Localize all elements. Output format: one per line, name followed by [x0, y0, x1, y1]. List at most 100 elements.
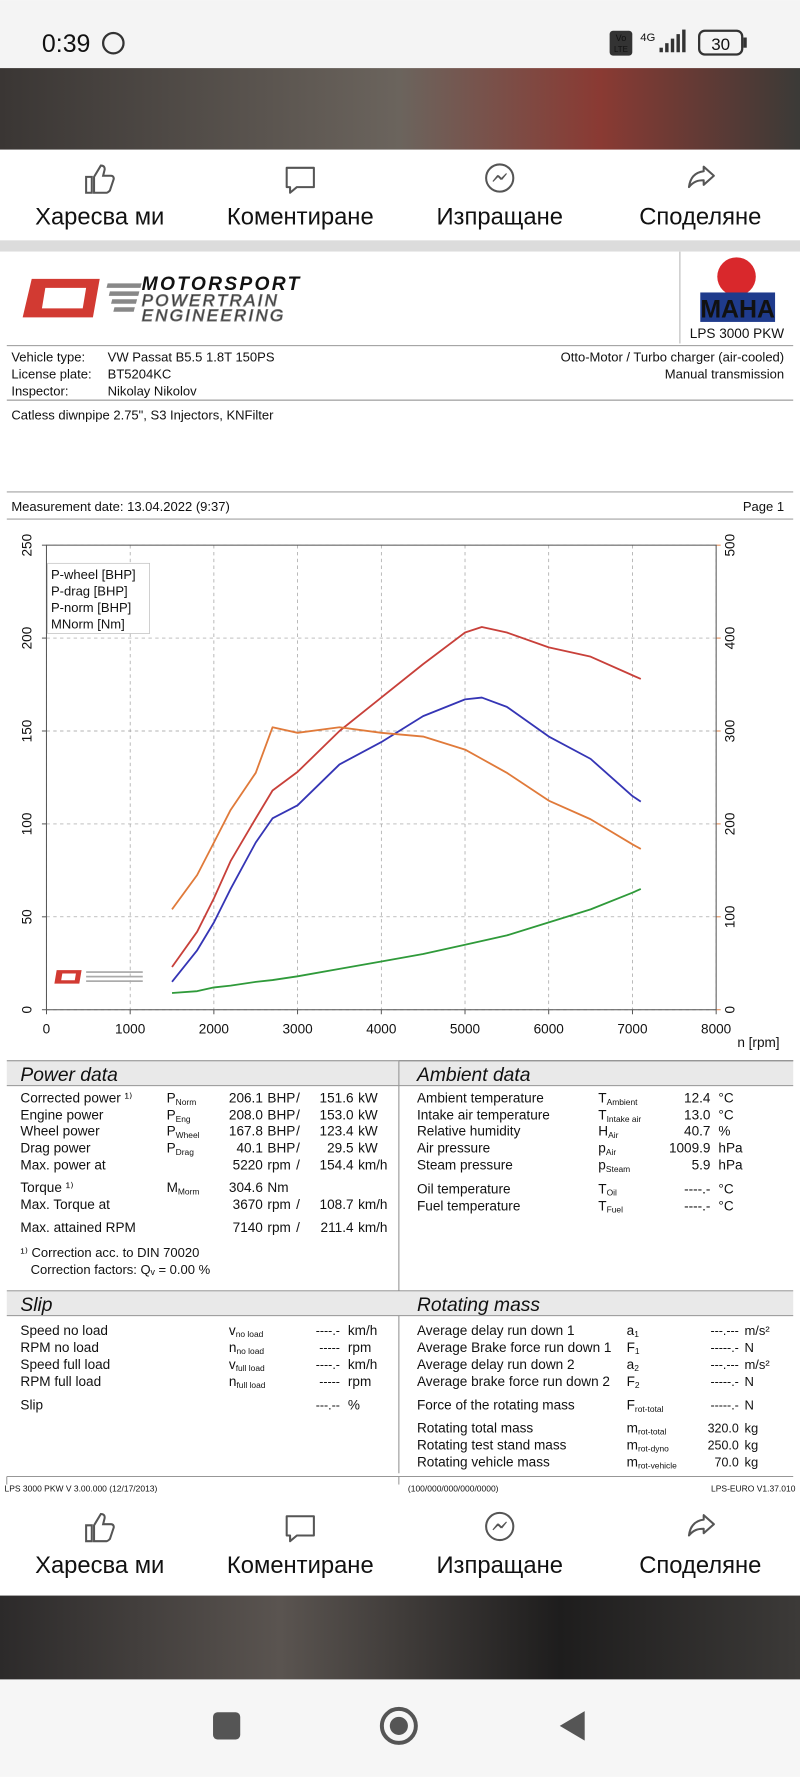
recents-button[interactable]	[213, 1712, 241, 1740]
messenger-bolt	[492, 1521, 507, 1531]
battery-level: 30	[711, 35, 730, 54]
engine-info: Otto-Motor / Turbo charger (air-cooled)	[561, 350, 785, 365]
row-label: Slip	[20, 1398, 43, 1413]
symbol: TOil	[598, 1181, 617, 1197]
like-icon[interactable]	[85, 1512, 115, 1543]
action-label[interactable]: Споделяне	[639, 1552, 761, 1579]
row-value: 153.0	[320, 1108, 354, 1123]
action-bar	[0, 1495, 800, 1587]
symbol-main: T	[598, 1181, 606, 1196]
symbol-sub: no load	[236, 1329, 264, 1339]
row-value: 5220	[233, 1158, 264, 1173]
symbol: vno load	[229, 1323, 264, 1339]
home-button[interactable]	[379, 1706, 418, 1745]
symbol-main: n	[229, 1374, 237, 1389]
row-label: Max. power at	[20, 1158, 106, 1173]
messenger-bolt	[492, 173, 507, 182]
action-label[interactable]: Изпращане	[436, 203, 562, 230]
symbol: PDrag	[167, 1141, 195, 1157]
symbol-sub: full load	[236, 1363, 265, 1373]
row-unit: m/s²	[744, 1357, 770, 1372]
separator-slash: /	[296, 1197, 300, 1212]
row-unit: %	[348, 1398, 360, 1413]
row-unit: °C	[718, 1091, 733, 1106]
row-label: Average brake force run down 2	[417, 1374, 610, 1389]
symbol-main: n	[229, 1340, 237, 1355]
x-tick-label: 4000	[366, 1022, 397, 1037]
y-tick-label: 0	[20, 1006, 35, 1014]
share-icon[interactable]	[687, 165, 715, 189]
row-unit: m/s²	[744, 1323, 770, 1338]
row-unit: km/h	[348, 1357, 377, 1372]
symbol-main: v	[229, 1357, 236, 1372]
logo-text: POWERTRAIN	[142, 291, 279, 310]
row-value: 304.6	[229, 1180, 263, 1195]
symbol: Frot-total	[627, 1398, 664, 1414]
row-value: 206.1	[229, 1091, 263, 1106]
like-icon[interactable]	[85, 164, 115, 194]
share-icon[interactable]	[687, 1514, 715, 1537]
symbol: pAir	[598, 1141, 616, 1157]
vehicle-value: Nikolay Nikolov	[108, 384, 197, 399]
row-label: Average delay run down 1	[417, 1323, 575, 1338]
symbol: TIntake air	[598, 1108, 641, 1124]
footnote: Correction factors: Qᵥ = 0.00 %	[31, 1262, 211, 1277]
action-label[interactable]: Коментиране	[227, 1552, 374, 1579]
action-label[interactable]: Харесва ми	[35, 203, 164, 230]
action-label[interactable]: Изпращане	[436, 1552, 562, 1579]
symbol-main: m	[627, 1420, 638, 1435]
maha-logo: MAHA	[700, 295, 775, 323]
photo-top	[0, 68, 800, 150]
action-label[interactable]: Коментиране	[227, 203, 374, 230]
symbol-sub: Eng	[176, 1114, 191, 1124]
row-value: -----.-	[710, 1341, 738, 1355]
symbol-main: T	[598, 1108, 606, 1123]
symbol-main: v	[229, 1323, 236, 1338]
watermark-stripe	[86, 971, 143, 973]
row-unit: BHP	[267, 1108, 295, 1123]
action-label[interactable]: Споделяне	[639, 203, 761, 230]
section-title: Rotating mass	[417, 1295, 540, 1316]
status-bar	[0, 0, 800, 69]
logo-stripe	[106, 283, 142, 288]
symbol-main: F	[627, 1374, 635, 1389]
row-value: 40.1	[236, 1141, 262, 1156]
series-line	[171, 626, 642, 968]
row-label: Corrected power ¹⁾	[20, 1091, 132, 1106]
symbol-sub: 2	[634, 1363, 639, 1373]
back-button[interactable]	[559, 1711, 585, 1741]
action-label[interactable]: Харесва ми	[35, 1552, 164, 1579]
section-header	[6, 1290, 794, 1316]
row-label: Engine power	[20, 1108, 104, 1123]
messenger-icon[interactable]	[485, 163, 515, 193]
row-unit: rpm	[267, 1220, 290, 1235]
logo-stripe	[108, 291, 140, 296]
messenger-icon[interactable]	[485, 1511, 515, 1542]
document	[0, 251, 800, 1496]
symbol-sub: Air	[608, 1130, 618, 1140]
symbol-sub: rot-total	[635, 1404, 664, 1414]
section-title: Ambient data	[416, 1065, 531, 1086]
symbol-main: a	[627, 1323, 635, 1338]
symbol-sub: rot-vehicle	[638, 1461, 677, 1471]
logo-text: ENGINEERING	[142, 306, 286, 325]
comment-icon[interactable]	[285, 1515, 315, 1543]
symbol: nno load	[229, 1340, 265, 1356]
comment-icon[interactable]	[285, 166, 315, 194]
row-value: 1009.9	[669, 1141, 711, 1156]
row-unit: hPa	[718, 1158, 743, 1173]
row-unit: kW	[358, 1141, 378, 1156]
row-value: 108.7	[320, 1197, 354, 1212]
symbol: PNorm	[167, 1091, 197, 1107]
row-unit: °C	[718, 1198, 733, 1213]
row-unit: rpm	[348, 1340, 371, 1355]
footer-text: LPS-EURO V1.37.010	[711, 1483, 796, 1493]
row-value: -----.-	[710, 1399, 738, 1413]
row-unit: rpm	[267, 1197, 290, 1212]
legend-entry: P-norm [BHP]	[51, 600, 131, 615]
row-unit: rpm	[267, 1158, 290, 1173]
signal-bar	[682, 29, 686, 53]
row-unit: kg	[744, 1437, 758, 1452]
x-tick-label: 6000	[534, 1022, 565, 1037]
row-unit: kW	[358, 1108, 378, 1123]
